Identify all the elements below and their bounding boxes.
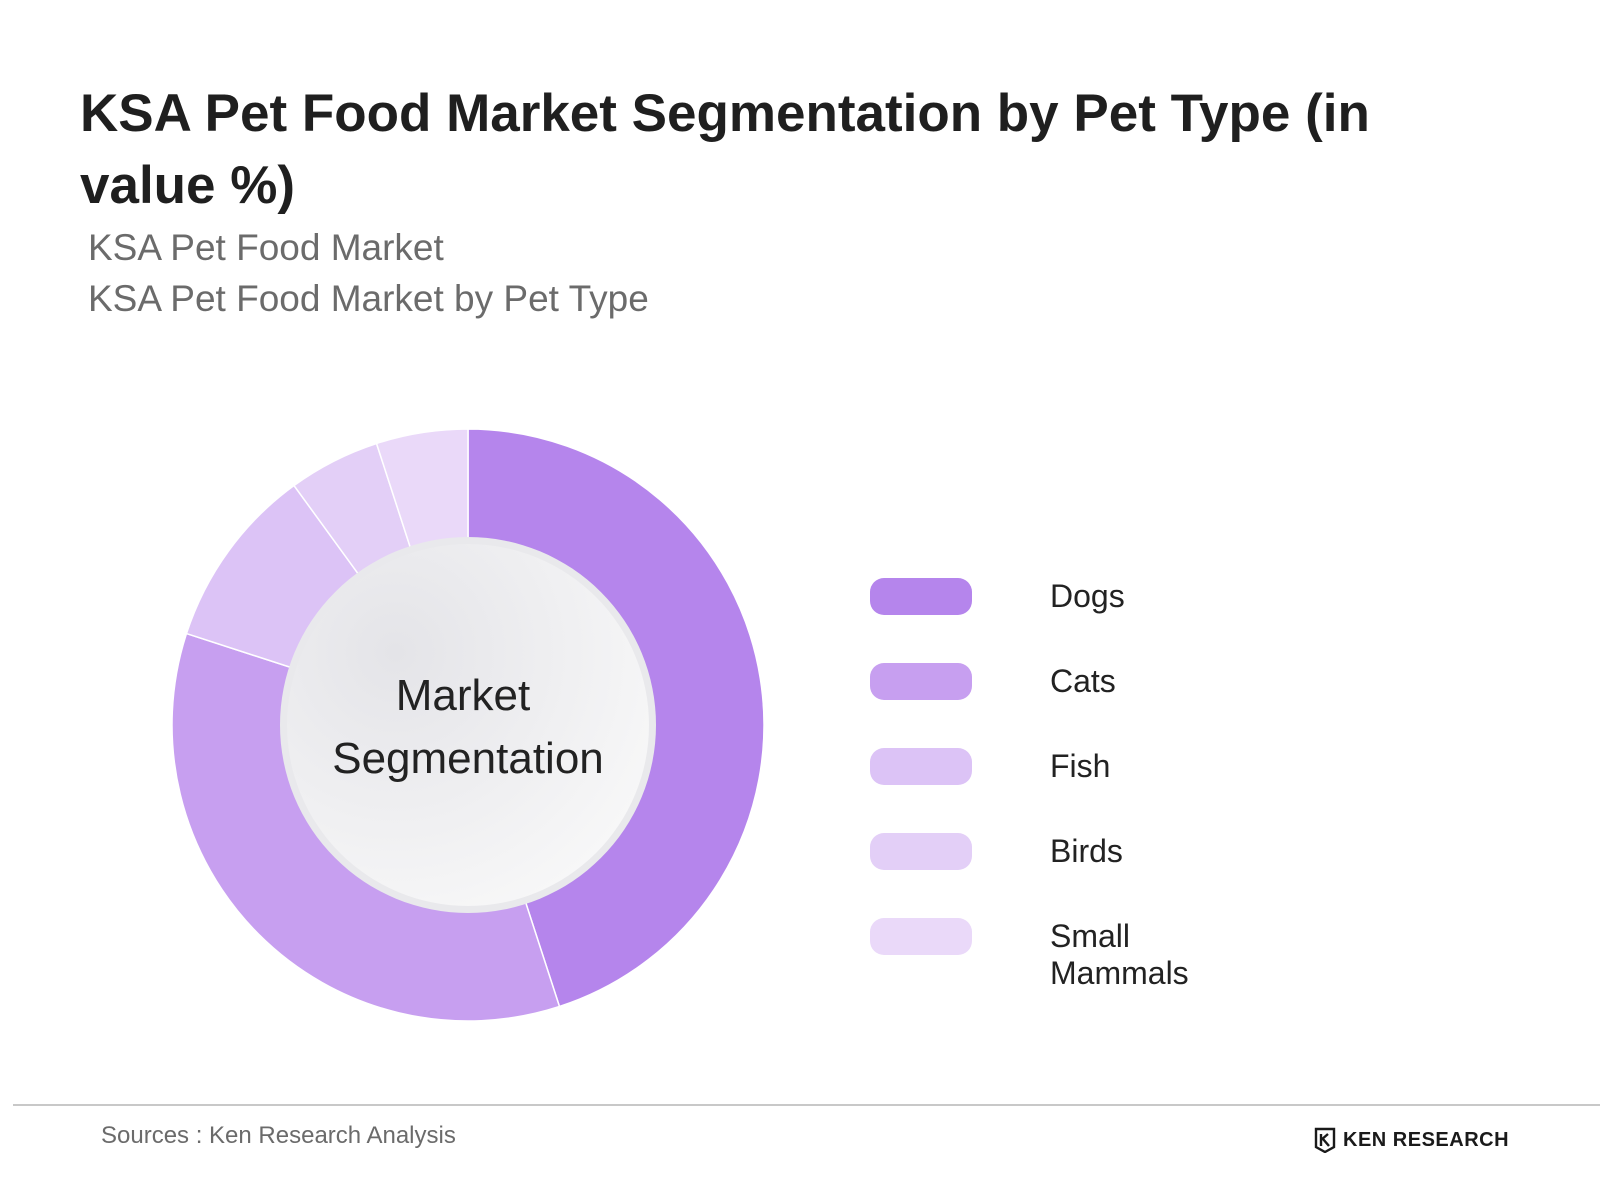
footer-divider [13, 1104, 1600, 1106]
legend-swatch-dogs [870, 578, 972, 615]
center-label-line1: Market [396, 671, 530, 720]
legend-label-birds: Birds [1050, 833, 1123, 869]
brand-name: KEN RESEARCH [1343, 1128, 1510, 1151]
legend-label-cats: Cats [1050, 663, 1116, 699]
source-note: Sources : Ken Research Analysis [101, 1122, 456, 1149]
breadcrumb-segment: KSA Pet Food Market by Pet Type [88, 278, 649, 319]
center-disc [287, 544, 649, 906]
legend-swatch-small-mammals [870, 918, 972, 955]
center-label-line2: Segmentation [332, 734, 604, 783]
legend-label-dogs: Dogs [1050, 578, 1125, 614]
breadcrumb-market: KSA Pet Food Market [88, 227, 444, 268]
legend-swatch-birds [870, 833, 972, 870]
legend-label-fish: Fish [1050, 748, 1111, 784]
chart-title: KSA Pet Food Market Segmentation by Pet … [80, 84, 1370, 215]
brand: KEN RESEARCH [1313, 1127, 1509, 1153]
legend-swatch-fish [870, 748, 972, 785]
ken-research-logo-icon [1314, 1127, 1336, 1153]
legend-swatch-cats [870, 663, 972, 700]
legend-label-small-mammals: Small Mammals [1050, 918, 1189, 991]
